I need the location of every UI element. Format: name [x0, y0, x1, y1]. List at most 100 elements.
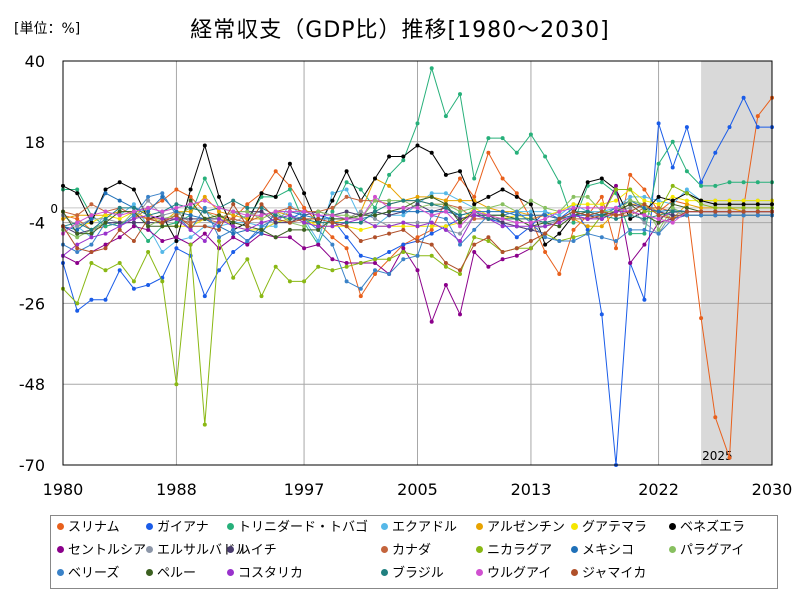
- legend-item: パラグアイ: [669, 541, 744, 561]
- data-point: [628, 209, 633, 214]
- legend-item: ウルグアイ: [476, 564, 551, 584]
- legend-item: セントルシア: [57, 541, 146, 561]
- data-point: [259, 224, 264, 229]
- data-point: [387, 205, 392, 210]
- data-point: [755, 209, 760, 214]
- data-point: [373, 261, 377, 265]
- data-point: [429, 66, 434, 71]
- legend-marker: [476, 546, 483, 553]
- data-point: [458, 92, 462, 97]
- data-point: [117, 227, 122, 232]
- legend-label: アルゼンチン: [487, 520, 565, 535]
- data-point: [543, 209, 548, 214]
- data-point: [514, 246, 519, 251]
- data-point: [188, 242, 193, 247]
- data-point: [684, 205, 689, 210]
- data-point: [571, 202, 576, 207]
- data-point: [486, 150, 491, 155]
- data-point: [415, 198, 420, 203]
- data-point: [401, 227, 406, 232]
- data-point: [146, 216, 151, 221]
- data-point: [75, 246, 80, 251]
- data-point: [458, 220, 462, 225]
- data-point: [231, 224, 236, 229]
- data-point: [131, 187, 136, 192]
- data-point: [614, 205, 618, 210]
- data-point: [117, 180, 122, 185]
- data-point: [373, 213, 377, 218]
- legend-item: ベネズエラ: [669, 518, 745, 538]
- data-point: [287, 183, 292, 188]
- data-point: [443, 191, 448, 196]
- data-point: [401, 257, 406, 262]
- data-point: [585, 213, 590, 218]
- data-point: [117, 235, 122, 240]
- data-point: [528, 220, 533, 225]
- data-point: [401, 220, 406, 225]
- data-point: [358, 239, 363, 243]
- series-ベネズエラ: [61, 143, 774, 247]
- data-point: [245, 205, 250, 210]
- data-point: [642, 242, 647, 247]
- data-point: [670, 209, 675, 214]
- y-tick-label: -26: [19, 294, 45, 313]
- data-point: [273, 213, 278, 218]
- data-point: [330, 191, 335, 196]
- data-point: [642, 227, 647, 232]
- data-point: [699, 183, 704, 188]
- data-point: [713, 183, 718, 188]
- data-point: [89, 213, 94, 218]
- unit-label: [単位：%]: [14, 21, 81, 37]
- data-point: [500, 220, 505, 225]
- data-point: [146, 283, 151, 287]
- data-point: [656, 202, 661, 207]
- data-point: [571, 194, 576, 199]
- x-tick-label: 2030: [752, 480, 793, 499]
- data-point: [429, 194, 434, 199]
- data-point: [458, 176, 462, 181]
- data-point: [316, 216, 321, 221]
- data-point: [316, 209, 321, 214]
- data-point: [642, 187, 647, 192]
- data-point: [656, 213, 661, 218]
- data-point: [146, 209, 151, 214]
- data-point: [387, 272, 392, 276]
- data-point: [727, 455, 732, 460]
- data-point: [217, 239, 221, 243]
- data-point: [387, 250, 392, 254]
- data-point: [273, 194, 278, 199]
- data-point: [316, 213, 321, 218]
- data-point: [103, 187, 108, 192]
- data-point: [713, 150, 718, 155]
- data-point: [727, 198, 732, 203]
- data-point: [514, 213, 519, 218]
- data-point: [699, 316, 704, 321]
- data-point: [89, 216, 94, 221]
- legend-label: カナダ: [392, 543, 432, 558]
- data-point: [217, 268, 221, 273]
- data-point: [557, 239, 562, 243]
- data-point: [302, 227, 307, 232]
- data-point: [160, 279, 165, 284]
- data-point: [259, 220, 264, 225]
- data-point: [614, 187, 618, 192]
- data-point: [415, 220, 420, 225]
- data-point: [443, 261, 448, 265]
- data-point: [273, 264, 278, 269]
- data-point: [585, 216, 590, 221]
- data-point: [670, 139, 675, 144]
- legend-label: ウルグアイ: [487, 566, 552, 581]
- legend-marker: [381, 546, 388, 553]
- data-point: [585, 180, 590, 185]
- legend-marker: [571, 523, 578, 530]
- data-point: [443, 172, 448, 177]
- data-point: [202, 231, 207, 236]
- data-point: [443, 216, 448, 221]
- data-point: [330, 198, 335, 203]
- x-tick-label: 1997: [284, 480, 325, 499]
- data-point: [458, 198, 462, 203]
- data-point: [75, 250, 80, 254]
- forecast-shade: [701, 61, 772, 465]
- legend-item: カナダ: [381, 541, 431, 561]
- data-point: [443, 209, 448, 214]
